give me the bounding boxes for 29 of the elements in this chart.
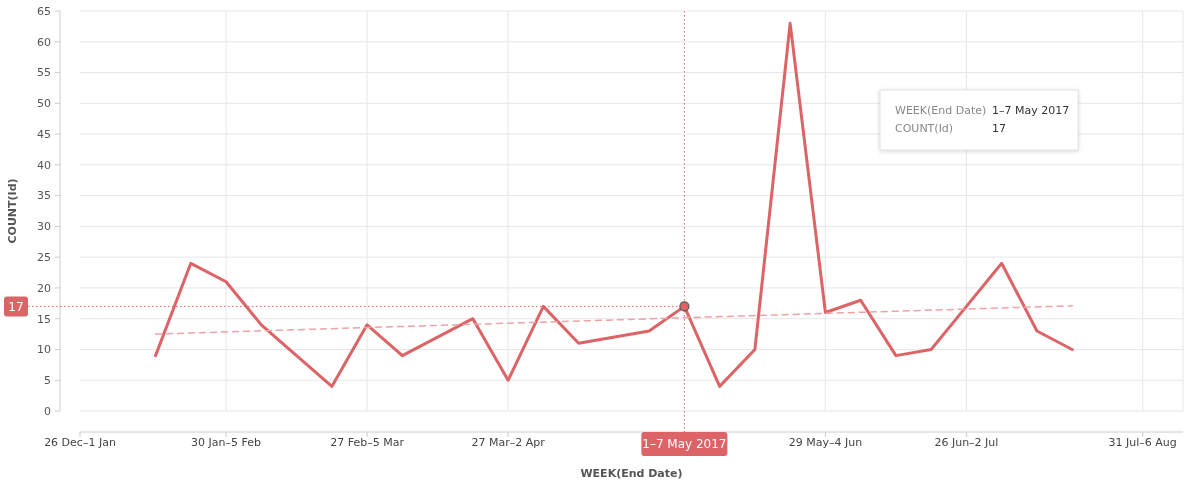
y-tick-label: 0 (44, 404, 51, 418)
y-tick-label: 50 (37, 97, 51, 111)
annotation: WEEK(End Date) (895, 104, 987, 117)
x-tick-label: 26 Jun–2 Jul (934, 436, 999, 449)
annotation: 17 (992, 122, 1006, 135)
y-tick-label: 60 (37, 35, 51, 49)
y-tick-label: 10 (37, 343, 51, 357)
annotation: COUNT(Id) (895, 122, 954, 135)
y-tick-label: 25 (37, 251, 51, 264)
y-tick-label: 30 (37, 220, 51, 234)
x-tick-label: 29 May–4 Jun (788, 436, 863, 449)
ref-line-label: 17 (8, 299, 24, 314)
y-tick-label: 35 (37, 189, 51, 203)
x-tick-label: 27 Feb–5 Mar (330, 436, 405, 449)
x-tick-label: 30 Jan–5 Feb (191, 436, 262, 449)
x-tick-label: 26 Dec–1 Jan (44, 436, 116, 449)
x-axis-title: WEEK(End Date) (580, 467, 683, 480)
y-tick-label: 40 (37, 158, 51, 172)
x-tick-label: 31 Jul–6 Aug (1108, 436, 1177, 449)
y-tick-label: 15 (37, 312, 51, 326)
y-axis-title: COUNT(Id) (6, 178, 19, 244)
annotation: 1–7 May 2017 (992, 104, 1070, 117)
y-tick-label: 55 (37, 66, 51, 80)
y-tick-label: 45 (37, 127, 51, 141)
y-tick-label: 65 (37, 4, 51, 18)
ref-line-label: 1–7 May 2017 (642, 437, 727, 452)
x-tick-label: 27 Mar–2 Apr (471, 436, 546, 449)
y-tick-label: 20 (37, 281, 51, 295)
y-tick-label: 5 (44, 374, 51, 388)
